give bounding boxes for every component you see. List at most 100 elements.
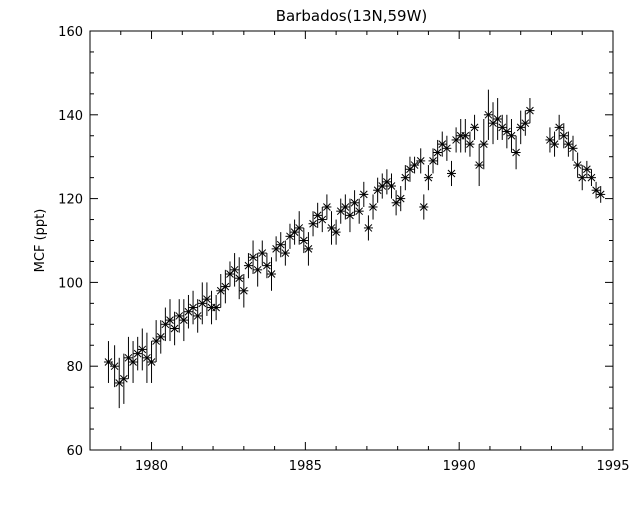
data-point [234,257,244,300]
data-point [410,156,420,174]
data-point [271,236,281,262]
y-tick-label: 160 [58,25,83,40]
data-point [382,169,392,195]
data-point [483,89,493,140]
data-point [193,299,203,333]
data-point [290,219,300,245]
data-point [419,194,429,220]
data-point [442,135,452,161]
data-point [479,118,489,170]
data-point [433,139,443,166]
data-point [160,307,170,342]
data-point [373,177,383,203]
data-point [488,102,498,145]
data-point [280,240,290,266]
data-point [350,190,360,216]
data-point [573,152,583,178]
data-point [142,332,152,383]
data-point [359,181,369,207]
data-point [248,240,258,275]
data-point [545,127,555,153]
data-point [577,165,587,191]
data-point [123,336,133,379]
data-point [554,114,564,140]
x-tick-label: 1995 [596,459,629,474]
data-point [582,160,592,178]
data-point [230,253,240,287]
data-point [308,211,318,237]
y-tick-label: 140 [58,109,83,124]
data-point [460,118,470,153]
data-point [363,215,373,241]
data-point [133,336,143,371]
data-point [563,131,573,157]
data-point [525,98,535,124]
data-point [276,232,286,258]
data-point [465,131,475,157]
data-point [188,290,198,325]
data-point [225,261,235,287]
data-point [559,123,569,149]
data-point [257,240,267,266]
data-point [354,198,364,224]
data-point [423,165,433,191]
data-point [137,328,147,371]
data-point [511,135,521,170]
plot-frame [89,30,614,451]
data-point [262,253,272,279]
data-point [396,186,406,212]
data-point [128,341,138,383]
data-point [405,156,415,182]
data-point [451,127,461,153]
y-tick-label: 100 [58,276,83,291]
x-tick-label: 1990 [443,459,476,474]
data-point [294,211,304,245]
data-point [516,110,526,145]
data-point [119,353,129,404]
data-point [103,341,113,383]
data-point [165,299,175,342]
data-point [285,223,295,249]
data-point [520,110,530,136]
data-point [299,227,309,254]
y-axis-label: MCF (ppt) [33,209,48,273]
data-point [596,186,606,203]
data-point [340,194,350,220]
axis-ticks: 1980 1985 1990 1995 60 80 100 120 140 160 [58,25,629,474]
chart-title: Barbados(13N,59W) [276,7,428,25]
data-point [391,190,401,216]
data-point [474,144,484,187]
data-point [156,320,166,354]
data-point [331,219,341,245]
data-point [550,131,560,157]
data-point [416,148,426,174]
data-point [174,299,184,333]
data-point [211,294,221,321]
data-point [239,274,249,308]
data-point [253,253,263,287]
data-point [110,345,120,388]
data-point [267,257,277,291]
data-point [368,194,378,220]
data-point [506,118,516,153]
data-point [220,269,230,304]
data-point [303,232,313,266]
x-tick-label: 1985 [289,459,322,474]
data-point [216,274,226,308]
data-point [377,173,387,199]
data-point [446,160,456,187]
data-point [317,206,327,233]
data-point [386,173,396,199]
y-tick-label: 80 [66,360,83,375]
data-point [493,98,503,140]
data-point [170,311,180,346]
data-point [327,211,337,245]
data-point [322,194,332,220]
data-point [428,148,438,174]
y-tick-label: 120 [58,193,83,208]
x-tick-label: 1980 [135,459,168,474]
data-point [336,198,346,224]
data-point [147,341,157,383]
data-point [243,253,253,279]
